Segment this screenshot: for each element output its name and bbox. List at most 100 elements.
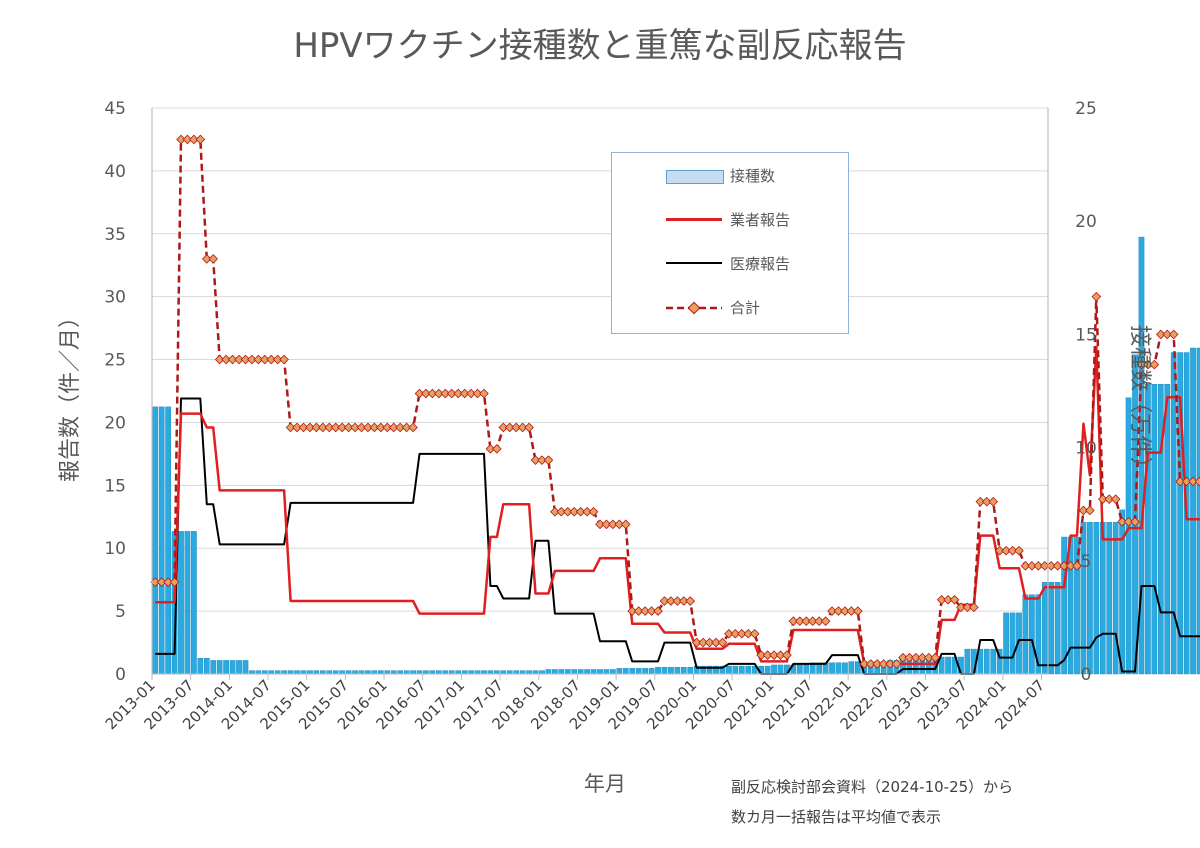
vaccination-bar [165, 406, 171, 675]
vaccination-bar [848, 661, 855, 675]
vaccination-bar [610, 669, 616, 675]
vaccination-bar [571, 669, 578, 675]
vaccination-bar [203, 657, 210, 675]
total-reports-marker [949, 594, 960, 605]
vaccination-bar [584, 669, 590, 675]
total-reports-marker [969, 602, 979, 613]
y-left-tick-label: 25 [104, 351, 126, 371]
total-reports-marker [885, 659, 895, 669]
total-reports-marker [1014, 545, 1024, 556]
total-reports-marker [898, 652, 908, 663]
legend-item-vendor: 業者報告 [612, 209, 848, 231]
vaccination-bar [771, 664, 777, 675]
total-reports-marker [1001, 545, 1011, 556]
vaccination-bar [983, 648, 990, 675]
vaccination-bar [1003, 612, 1009, 675]
total-reports-marker [459, 388, 470, 399]
total-reports-marker [859, 659, 870, 669]
total-reports-marker [601, 519, 612, 530]
vaccination-bar [184, 531, 191, 675]
vaccination-bar [216, 660, 223, 675]
vaccination-bar [1022, 594, 1029, 675]
total-reports-marker [517, 422, 528, 433]
y-right-tick-label: 0 [1081, 665, 1092, 685]
legend-label: 医療報告 [730, 255, 791, 273]
total-reports-marker [981, 496, 992, 507]
legend-swatch-medical [666, 262, 722, 264]
vaccination-bar [661, 667, 668, 675]
total-reports-marker [807, 616, 818, 626]
total-reports-marker [614, 519, 625, 530]
total-reports-marker [408, 422, 418, 433]
vaccination-bar [1177, 352, 1183, 675]
total-reports-marker [1149, 359, 1160, 370]
total-reports-marker [337, 422, 347, 433]
total-reports-marker [724, 628, 734, 639]
total-reports-marker [221, 354, 231, 365]
total-reports-marker [666, 596, 676, 606]
vaccination-bar [1157, 384, 1164, 675]
total-reports-marker [401, 422, 412, 433]
vaccination-bar [629, 668, 636, 675]
total-reports-marker [956, 602, 966, 613]
total-reports-marker [627, 606, 638, 616]
vaccination-bar [655, 667, 661, 675]
vaccination-bar [616, 668, 623, 675]
total-reports-marker [653, 606, 663, 616]
vaccination-bar [178, 531, 184, 675]
vaccination-bar [1164, 384, 1171, 675]
legend-swatch-bars [666, 170, 724, 184]
total-reports-marker [762, 650, 773, 660]
chart-title: HPVワクチン接種数と重篤な副反応報告 [293, 26, 907, 66]
vaccination-bar [635, 668, 642, 675]
total-reports-marker [814, 616, 824, 626]
total-reports-marker [1091, 291, 1102, 302]
total-reports-marker [504, 422, 515, 433]
legend-label: 業者報告 [730, 211, 791, 229]
report-lines [150, 134, 1200, 675]
total-reports-marker [698, 637, 708, 648]
total-reports-marker [917, 652, 928, 663]
total-reports-marker [266, 354, 277, 365]
vaccination-bar [1061, 536, 1067, 675]
vaccination-bar [1029, 594, 1035, 675]
total-reports-marker [962, 602, 973, 613]
total-reports-marker [853, 606, 863, 616]
total-reports-marker [524, 422, 534, 433]
y-axis-left-label: 報告数（件／月） [58, 306, 83, 483]
total-reports-marker [1162, 329, 1173, 340]
total-reports-marker [640, 606, 650, 616]
y-left-tick-label: 40 [104, 162, 126, 182]
total-reports-marker [479, 388, 489, 399]
total-reports-marker [788, 616, 799, 626]
total-reports-marker [343, 422, 354, 433]
legend-item-total: 合計 [612, 297, 848, 319]
y-left-tick-label: 0 [115, 665, 126, 685]
total-reports-marker [492, 444, 502, 454]
total-reports-marker [769, 650, 779, 660]
gridlines [152, 107, 1048, 612]
total-reports-marker [156, 577, 167, 587]
total-reports-marker [427, 388, 438, 399]
total-reports-marker [550, 506, 560, 517]
total-reports-marker [737, 628, 747, 639]
total-reports-marker [730, 628, 741, 639]
vaccination-bar [577, 669, 584, 675]
total-reports-marker [234, 354, 244, 365]
total-reports-marker [446, 388, 457, 399]
vaccination-bar [158, 406, 165, 675]
vaccination-bar [1145, 384, 1151, 675]
vaccination-bar [680, 667, 687, 675]
vaccination-bar [990, 648, 997, 675]
total-reports-marker [943, 594, 953, 605]
vendor-reports-line [155, 345, 1200, 666]
total-reports-marker [1104, 494, 1115, 504]
vaccination-bar [777, 664, 784, 675]
vaccination-bar [726, 665, 732, 675]
vaccination-bar [648, 668, 655, 675]
legend-item-medical: 医療報告 [612, 253, 848, 275]
vaccination-bar [597, 669, 603, 675]
vaccination-bar [1080, 522, 1087, 675]
vaccination-bar [803, 664, 810, 675]
total-reports-marker [176, 134, 186, 145]
